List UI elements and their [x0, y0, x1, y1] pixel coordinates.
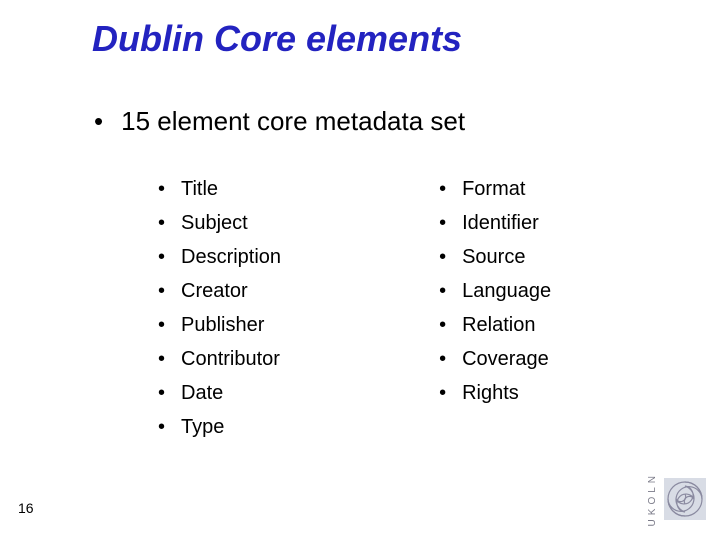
- column-2: • Format • Identifier • Source • Language • Relat…: [439, 178, 551, 450]
- list-item-label: Source: [462, 246, 525, 269]
- bullet-icon: •: [158, 178, 165, 201]
- list-item-label: Language: [462, 280, 551, 303]
- list-item-label: Title: [181, 178, 218, 201]
- list-item: • Subject: [158, 212, 281, 246]
- list-item-label: Format: [462, 178, 525, 201]
- list-item: • Creator: [158, 280, 281, 314]
- list-item: • Type: [158, 416, 281, 450]
- bullet-icon: •: [158, 246, 165, 269]
- list-item: • Coverage: [439, 348, 551, 382]
- bullet-icon: •: [439, 382, 446, 405]
- logo-text: UKOLN: [647, 472, 658, 526]
- bullet-icon: •: [158, 416, 165, 439]
- bullet-icon: •: [94, 106, 103, 137]
- swirl-icon: [664, 478, 706, 520]
- logo: UKOLN: [647, 472, 706, 526]
- bullet-icon: •: [439, 280, 446, 303]
- list-item: • Date: [158, 382, 281, 416]
- list-item-label: Creator: [181, 280, 248, 303]
- list-item: • Description: [158, 246, 281, 280]
- bullet-icon: •: [158, 348, 165, 371]
- bullet-icon: •: [158, 280, 165, 303]
- columns: • Title • Subject • Description • Creator • Publi…: [158, 178, 551, 450]
- bullet-icon: •: [439, 212, 446, 235]
- list-item: • Publisher: [158, 314, 281, 348]
- bullet-icon: •: [439, 348, 446, 371]
- list-item: • Title: [158, 178, 281, 212]
- bullet-icon: •: [158, 314, 165, 337]
- list-item-label: Rights: [462, 382, 519, 405]
- bullet-icon: •: [439, 314, 446, 337]
- bullet-icon: •: [158, 212, 165, 235]
- list-item: • Language: [439, 280, 551, 314]
- list-item-label: Date: [181, 382, 223, 405]
- list-item: • Format: [439, 178, 551, 212]
- list-item-label: Coverage: [462, 348, 549, 371]
- subtitle-row: • 15 element core metadata set: [94, 106, 465, 137]
- subtitle-text: 15 element core metadata set: [121, 106, 465, 137]
- list-item: • Contributor: [158, 348, 281, 382]
- list-item-label: Subject: [181, 212, 248, 235]
- list-item-label: Relation: [462, 314, 535, 337]
- list-item: • Rights: [439, 382, 551, 416]
- list-item-label: Publisher: [181, 314, 264, 337]
- list-item: • Source: [439, 246, 551, 280]
- bullet-icon: •: [439, 246, 446, 269]
- column-1: • Title • Subject • Description • Creator • Publi…: [158, 178, 281, 450]
- list-item-label: Type: [181, 416, 224, 439]
- list-item: • Relation: [439, 314, 551, 348]
- page-number: 16: [18, 500, 34, 516]
- slide-title: Dublin Core elements: [92, 18, 462, 60]
- list-item-label: Contributor: [181, 348, 280, 371]
- bullet-icon: •: [439, 178, 446, 201]
- list-item-label: Identifier: [462, 212, 539, 235]
- bullet-icon: •: [158, 382, 165, 405]
- list-item: • Identifier: [439, 212, 551, 246]
- slide: Dublin Core elements • 15 element core m…: [0, 0, 720, 540]
- list-item-label: Description: [181, 246, 281, 269]
